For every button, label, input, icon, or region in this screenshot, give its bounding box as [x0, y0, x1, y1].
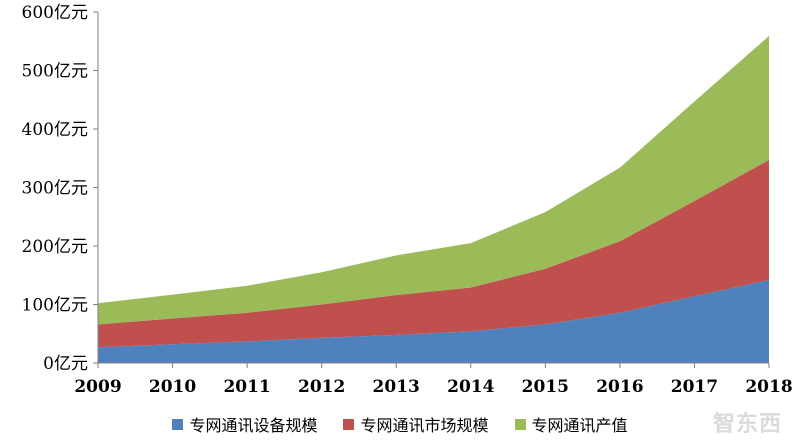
x-tick-label: 2017	[671, 377, 718, 397]
area-series-1	[98, 160, 769, 348]
x-tick-label: 2013	[373, 377, 420, 397]
legend-swatch-equipment	[172, 418, 184, 430]
legend-swatch-market	[343, 418, 355, 430]
y-tick-label: 0亿元	[43, 354, 88, 374]
x-tick-label: 2016	[596, 377, 643, 397]
x-tick-label: 2015	[522, 377, 569, 397]
x-tick-label: 2010	[149, 377, 196, 397]
legend: 专网通讯设备规模 专网通讯市场规模 专网通讯产值	[0, 412, 800, 436]
legend-item-output: 专网通讯产值	[514, 412, 628, 436]
x-tick-label: 2014	[447, 377, 494, 397]
legend-label-market: 专网通讯市场规模	[360, 416, 489, 435]
legend-item-market: 专网通讯市场规模	[343, 412, 489, 436]
y-tick-labels: 0亿元 100亿元 200亿元 300亿元 400亿元 500亿元 600亿元	[22, 3, 88, 374]
watermark: 智东西	[712, 412, 782, 437]
x-tick-label: 2018	[745, 377, 792, 397]
y-tick-label: 300亿元	[22, 179, 88, 199]
legend-item-equipment: 专网通讯设备规模	[172, 412, 317, 436]
x-tick-labels: 2009 2010 2011 2012 2013 2014 2015 2016 2017 2018	[74, 377, 792, 397]
area-series-0	[98, 279, 769, 363]
y-tick-label: 600亿元	[22, 3, 88, 23]
y-tick-label: 400亿元	[22, 120, 88, 140]
legend-label-equipment: 专网通讯设备规模	[189, 416, 318, 435]
y-tick-label: 200亿元	[22, 237, 88, 257]
y-tick-label: 100亿元	[22, 296, 88, 316]
axes	[93, 11, 770, 368]
area-series-group	[98, 36, 769, 363]
x-tick-label: 2011	[223, 377, 270, 397]
x-tick-label: 2009	[74, 377, 121, 397]
legend-swatch-output	[514, 418, 526, 430]
area-series-2	[98, 36, 769, 325]
x-tick-label: 2012	[298, 377, 345, 397]
legend-label-output: 专网通讯产值	[531, 416, 628, 435]
y-tick-label: 500亿元	[22, 62, 88, 82]
